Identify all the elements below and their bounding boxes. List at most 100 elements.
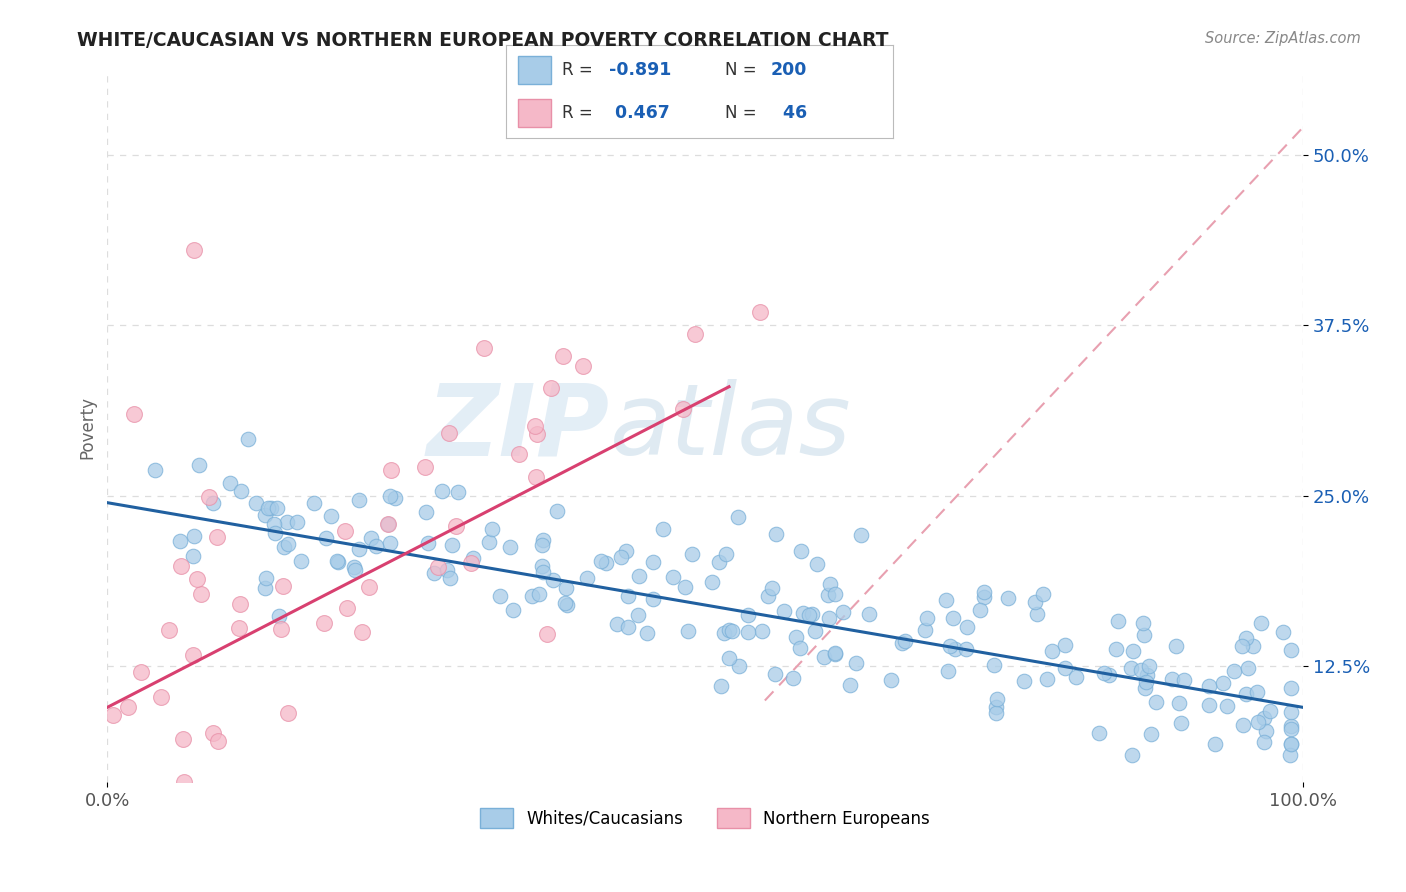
Point — [181, 549, 204, 564]
Point — [150, 690, 173, 705]
Point — [1254, 724, 1277, 739]
Point — [415, 505, 437, 519]
Point — [614, 543, 637, 558]
Point — [627, 607, 650, 622]
Point — [1130, 664, 1153, 678]
Point — [785, 630, 807, 644]
Point — [997, 591, 1019, 605]
Point — [207, 734, 229, 748]
Point — [763, 666, 786, 681]
Point — [229, 597, 252, 611]
Text: -0.891: -0.891 — [609, 61, 671, 78]
Point — [254, 581, 277, 595]
Point — [942, 611, 965, 625]
Point — [1279, 705, 1302, 719]
Point — [935, 593, 957, 607]
Text: R =: R = — [562, 104, 598, 122]
Point — [1053, 638, 1076, 652]
Point — [336, 601, 359, 615]
Point — [789, 640, 811, 655]
Point — [1237, 661, 1260, 675]
Point — [818, 610, 841, 624]
Point — [606, 617, 628, 632]
Point — [1040, 644, 1063, 658]
Point — [804, 624, 827, 638]
Point — [117, 700, 139, 714]
Point — [181, 648, 204, 663]
Point — [1253, 711, 1275, 725]
Point — [439, 571, 461, 585]
Point — [302, 496, 325, 510]
Point — [277, 706, 299, 720]
Point — [1212, 676, 1234, 690]
Point — [595, 556, 617, 570]
Point — [1279, 718, 1302, 732]
Point — [1247, 714, 1270, 729]
Y-axis label: Poverty: Poverty — [79, 396, 96, 459]
Point — [772, 604, 794, 618]
Point — [1107, 615, 1129, 629]
Point — [983, 658, 1005, 673]
Point — [478, 535, 501, 549]
Point — [554, 596, 576, 610]
Point — [858, 607, 880, 622]
Point — [531, 565, 554, 579]
Point — [652, 522, 675, 536]
Point — [675, 580, 697, 594]
Point — [891, 635, 914, 649]
Point — [1253, 734, 1275, 748]
Point — [1012, 673, 1035, 688]
Point — [1098, 668, 1121, 682]
Point — [700, 574, 723, 589]
Point — [315, 531, 337, 545]
Point — [463, 550, 485, 565]
Point — [488, 589, 510, 603]
Point — [187, 458, 209, 472]
Point — [956, 620, 979, 634]
Point — [1133, 681, 1156, 696]
Point — [1092, 666, 1115, 681]
FancyBboxPatch shape — [517, 99, 551, 127]
Point — [955, 641, 977, 656]
Point — [441, 538, 464, 552]
Text: atlas: atlas — [609, 379, 851, 476]
Point — [1279, 737, 1302, 751]
Point — [352, 625, 374, 640]
Point — [1053, 661, 1076, 675]
Text: 200: 200 — [770, 61, 807, 78]
Point — [662, 570, 685, 584]
Point — [170, 558, 193, 573]
Point — [1173, 673, 1195, 687]
Point — [714, 547, 737, 561]
Point — [541, 574, 564, 588]
Point — [1032, 587, 1054, 601]
Text: R =: R = — [562, 61, 598, 78]
Text: 46: 46 — [770, 104, 807, 122]
Point — [1144, 695, 1167, 709]
Point — [186, 573, 208, 587]
Point — [201, 496, 224, 510]
Point — [430, 484, 453, 499]
Point — [245, 496, 267, 510]
Point — [727, 510, 749, 524]
Point — [986, 692, 1008, 706]
Point — [413, 459, 436, 474]
Point — [312, 615, 335, 630]
Point — [1088, 726, 1111, 740]
Point — [364, 539, 387, 553]
Point — [824, 587, 846, 601]
Point — [228, 621, 250, 635]
Point — [818, 576, 841, 591]
Point — [437, 426, 460, 441]
Point — [380, 535, 402, 549]
Point — [447, 485, 470, 500]
Point — [936, 664, 959, 678]
Point — [269, 609, 291, 624]
Point — [782, 671, 804, 685]
Point — [806, 557, 828, 571]
Point — [277, 537, 299, 551]
Point — [824, 647, 846, 661]
Text: Source: ZipAtlas.com: Source: ZipAtlas.com — [1205, 31, 1361, 46]
Point — [205, 530, 228, 544]
Point — [263, 516, 285, 531]
